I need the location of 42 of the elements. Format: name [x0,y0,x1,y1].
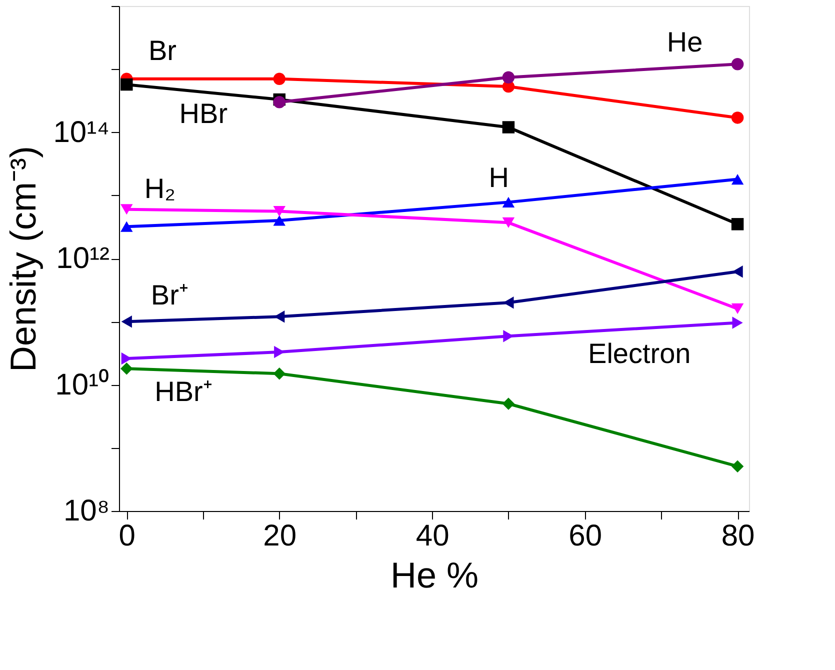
point [731,460,744,472]
point [732,265,743,278]
point [502,71,515,84]
point [502,217,515,228]
annotation: Br [148,34,176,66]
point [273,368,286,380]
annotation: Br⁺ [150,279,188,310]
point [273,96,286,108]
point [273,215,286,226]
x-tick-label: 60 [568,520,602,552]
annotation: He [666,26,703,58]
x-tick-label: 80 [721,520,755,552]
y-tick-label: 10¹⁰ [55,368,110,402]
annotation: Electron [588,338,691,369]
annotation: HBr⁺ [154,376,212,407]
point [120,221,133,232]
point [731,58,744,70]
point [120,362,133,375]
annotation: HBr [179,98,228,130]
point [732,316,743,329]
x-tick-label: 40 [416,520,450,552]
x-axis-title: He % [390,554,479,596]
point [273,72,286,86]
annotation: H [488,162,510,194]
point [731,174,744,185]
point [731,218,744,230]
y-tick-label: 10⁸ [63,494,110,528]
point [502,196,515,208]
y-tick-label: 10¹² [56,242,110,275]
x-tick-label: 0 [118,520,136,552]
y-tick-label: 10¹⁴ [53,116,110,149]
y-axis-title: Density (cm⁻³) [2,146,44,372]
point [502,121,515,134]
annotation: H₂ [144,172,176,204]
x-tick-label: 20 [263,520,297,552]
point [121,316,132,328]
point [120,78,133,91]
point [120,204,133,215]
point [731,303,744,314]
point [273,206,286,217]
point [502,398,515,410]
point [731,112,744,124]
